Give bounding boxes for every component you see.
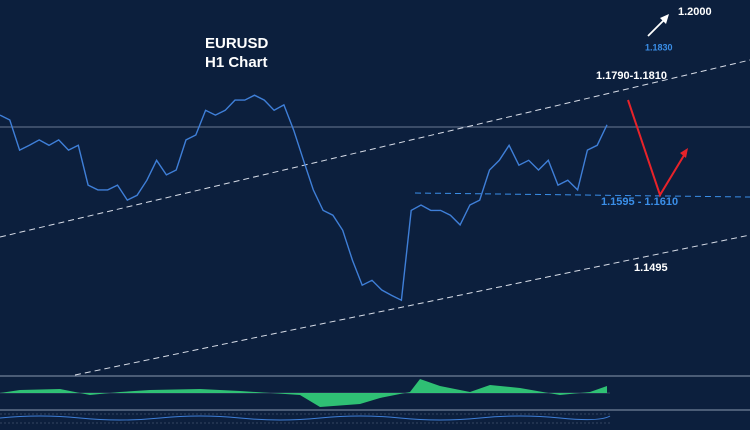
level-label: 1.1790-1.1810 [596, 70, 667, 82]
level-label: 1.1595 - 1.1610 [601, 196, 678, 208]
upper-trend-line [0, 59, 750, 238]
oscillator-line [0, 415, 611, 421]
lower-trend-line [74, 234, 750, 376]
forecast-path [627, 99, 687, 198]
target-arrowhead [660, 14, 669, 24]
chart-subtitle: H1 Chart [205, 54, 268, 71]
level-label: 1.2000 [678, 6, 712, 18]
support-line [414, 192, 750, 198]
level-label: 1.1495 [634, 262, 668, 274]
price-line [0, 94, 608, 302]
chart-title: EURUSD [205, 35, 269, 52]
forecast-arrowhead [680, 148, 688, 158]
level-label: 1.1830 [645, 42, 673, 52]
indicator-histogram [0, 379, 607, 407]
